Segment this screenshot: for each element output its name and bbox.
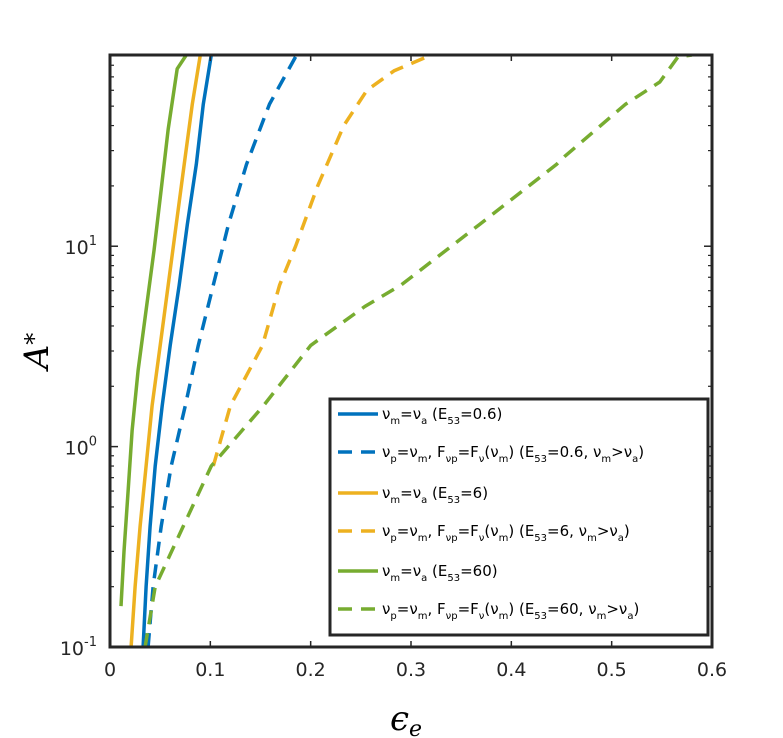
legend-box xyxy=(328,397,710,637)
series-line-6 xyxy=(143,55,693,647)
legend-entry-label: νp=νm, Fνp=Fν(νm) (E53=0.6, νm>νa) xyxy=(382,443,644,465)
legend-entry-label: νp=νm, Fνp=Fν(νm) (E53=60, νm>νa) xyxy=(382,600,639,622)
legend-entry-label: νm=νa (E53=0.6) xyxy=(382,405,502,427)
series-line-4 xyxy=(211,55,432,467)
tick-labels-layer: 0 0.1 0.2 0.3 0.4 0.5 0.6 10-1 100 101 xyxy=(60,234,727,681)
legend-entry-label: νm=νa (E53=60) xyxy=(382,562,498,584)
series-line-1 xyxy=(141,55,214,647)
ticks-layer xyxy=(109,54,713,648)
y-tick-label: 101 xyxy=(65,234,97,259)
x-tick-label: 0.2 xyxy=(296,659,326,681)
legend-entry-label: νm=νa (E53=6) xyxy=(382,484,488,506)
legend: νm=νa (E53=0.6) νp=νm, Fνp=Fν(νm) (E53=0.… xyxy=(328,397,710,637)
y-tick-label: 100 xyxy=(65,435,97,460)
legend-entries: νm=νa (E53=0.6) νp=νm, Fνp=Fν(νm) (E53=0.… xyxy=(338,405,644,622)
series-line-5 xyxy=(119,55,188,607)
x-axis-label: ϵe xyxy=(390,699,422,738)
x-tick-label: 0.4 xyxy=(496,659,526,681)
x-tick-label: 0.5 xyxy=(597,659,627,681)
series-line-2 xyxy=(146,55,299,647)
x-tick-label: 0.3 xyxy=(396,659,426,681)
legend-entry-label: νp=νm, Fνp=Fν(νm) (E53=6, νm>νa) xyxy=(382,522,630,544)
x-tick-label: 0 xyxy=(104,659,116,681)
x-tick-label: 0.6 xyxy=(697,659,727,681)
series-line-3 xyxy=(129,55,203,647)
y-tick-label: 10-1 xyxy=(60,635,97,660)
series-layer xyxy=(119,55,693,647)
x-tick-label: 0.1 xyxy=(195,659,225,681)
y-axis-label: A* xyxy=(17,333,57,373)
